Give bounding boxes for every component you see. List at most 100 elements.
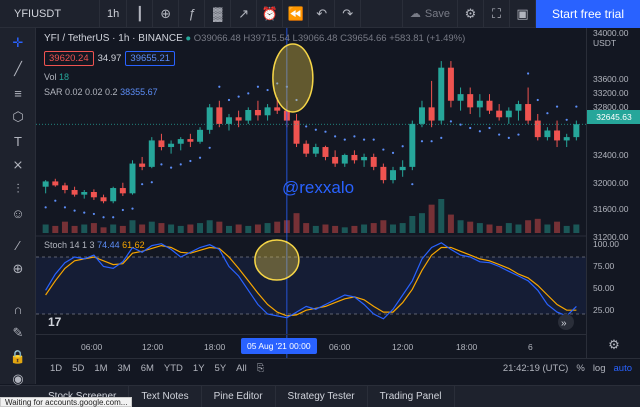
sar-dot	[459, 123, 462, 126]
sar-dot	[169, 166, 173, 169]
percent-toggle[interactable]: %	[576, 363, 585, 374]
lock-pencil-icon[interactable]: ✎	[12, 325, 24, 340]
buy-button[interactable]: 39655.21	[125, 51, 176, 66]
horizontal-lines-icon[interactable]: ≡	[14, 85, 22, 101]
ruler-icon[interactable]: ∕	[16, 237, 20, 253]
candle-body	[52, 181, 59, 186]
volume-bar	[81, 224, 88, 233]
candle-body	[110, 188, 117, 202]
layouts-icon[interactable]: ↗	[231, 0, 258, 28]
volume-bar	[168, 224, 175, 233]
time-label: 12:00	[392, 342, 414, 352]
stoch-axis-label: 50.00	[593, 283, 615, 293]
candle-style-icon[interactable]: ┃	[127, 0, 154, 28]
time-axis[interactable]: 06:00 12:00 18:00 05 Aug '21 00:00 06:00…	[36, 334, 586, 356]
tab-pine-editor[interactable]: Pine Editor	[202, 385, 276, 407]
stoch-legend: Stoch 14 1 3 74.44 61.62	[44, 240, 145, 250]
range-5d[interactable]: 5D	[72, 363, 85, 374]
range-3m[interactable]: 3M	[117, 363, 131, 374]
current-price-tag: 32645.63	[587, 110, 640, 124]
sar-dot	[160, 163, 163, 166]
tab-trading-panel[interactable]: Trading Panel	[368, 385, 455, 407]
price-axis[interactable]: USDT 34000.00 33600.00 33200.00 32800.00…	[586, 28, 640, 358]
sar-dot	[54, 199, 57, 202]
emoji-icon[interactable]: ☺	[11, 205, 25, 221]
tab-stock-screener[interactable]: Stock Screener	[0, 385, 130, 407]
candle-body	[418, 107, 425, 124]
sar-dot	[353, 135, 356, 138]
volume-bar	[351, 225, 358, 233]
range-1d[interactable]: 1D	[50, 363, 63, 374]
camera-icon[interactable]: ▣	[510, 0, 536, 28]
sar-dot	[150, 181, 153, 184]
save-button[interactable]: ☁ Save	[401, 0, 458, 28]
pattern-icon[interactable]: ⨯	[12, 157, 24, 172]
log-toggle[interactable]: log	[592, 363, 606, 374]
symbol-search[interactable]: YFIUSDT	[0, 0, 100, 28]
volume-bar	[341, 227, 348, 233]
volume-bar	[447, 214, 454, 233]
volume-bar	[225, 225, 232, 233]
candle-body	[225, 117, 232, 124]
spread-value: 34.97	[97, 53, 122, 64]
stoch-label: Stoch 14 1 3	[44, 240, 95, 250]
candle-body	[341, 154, 348, 164]
sell-button[interactable]: 39620.24	[44, 51, 94, 66]
magnet-icon[interactable]: ∩	[13, 301, 23, 317]
lock-icon[interactable]: 🔒	[9, 349, 27, 364]
volume-bar	[322, 224, 329, 233]
prediction-icon[interactable]: ⫶	[16, 181, 20, 196]
eye-icon[interactable]: ◉	[12, 371, 24, 386]
market-open-dot: ●	[185, 33, 194, 44]
replay-icon[interactable]: ⏪	[283, 0, 310, 28]
tab-strategy-tester[interactable]: Strategy Tester	[276, 385, 368, 407]
settings-gear-icon[interactable]: ⚙	[608, 337, 620, 352]
range-all[interactable]: All	[236, 363, 247, 374]
indicators-fx-icon[interactable]: ƒ	[179, 0, 206, 28]
templates-icon[interactable]: ▓	[205, 0, 232, 28]
compare-plus-icon[interactable]: ⊕	[153, 0, 180, 28]
sar-dot	[498, 133, 501, 136]
volume-bar	[380, 220, 387, 233]
range-1m[interactable]: 1M	[94, 363, 108, 374]
range-ytd[interactable]: YTD	[163, 363, 183, 374]
alert-clock-icon[interactable]: ⏰	[257, 0, 284, 28]
sar-dot	[430, 140, 433, 143]
fullscreen-icon[interactable]: ⛶	[484, 0, 510, 28]
interval-button[interactable]: 1h	[100, 0, 128, 28]
price-chart[interactable]: 17 »	[36, 28, 586, 358]
volume-bar	[42, 224, 49, 233]
start-free-trial-button[interactable]: Start free trial	[535, 0, 640, 28]
chevron-right-icon: »	[561, 318, 567, 329]
volume-bar	[274, 221, 281, 233]
clock[interactable]: 21:42:19 (UTC)	[502, 363, 569, 374]
candle-body	[351, 154, 358, 161]
range-1y[interactable]: 1Y	[192, 363, 205, 374]
stoch-axis-label: 75.00	[593, 261, 615, 271]
crosshair-icon[interactable]: ✛	[12, 35, 24, 50]
candle-body	[235, 117, 242, 121]
text-tool-icon[interactable]: T	[14, 133, 22, 149]
trendline-icon[interactable]: ╱	[14, 61, 22, 76]
candle-body	[534, 120, 541, 138]
range-6m[interactable]: 6M	[140, 363, 154, 374]
volume-bar	[563, 225, 570, 233]
sar-dot	[189, 159, 192, 163]
zoom-in-icon[interactable]: ⊕	[12, 261, 24, 276]
axis-label: 32000.00	[593, 178, 629, 188]
volume-bar	[197, 223, 204, 233]
auto-toggle[interactable]: auto	[613, 363, 633, 374]
pitchfork-icon[interactable]: ⬡	[12, 109, 24, 124]
volume-bar	[476, 223, 483, 233]
range-5y[interactable]: 5Y	[214, 363, 227, 374]
redo-icon[interactable]: ↷	[335, 0, 362, 28]
candle-body	[197, 129, 204, 142]
settings-gear-icon[interactable]: ⚙	[458, 0, 484, 28]
sar-dot	[112, 216, 115, 219]
axis-label: 31600.00	[593, 204, 629, 214]
undo-icon[interactable]: ↶	[309, 0, 336, 28]
goto-date-icon[interactable]: ⎘	[256, 363, 265, 374]
tab-text-notes[interactable]: Text Notes	[129, 385, 202, 407]
sar-dot	[92, 212, 95, 216]
symbol-title: YFI / TetherUS · 1h · BINANCE	[44, 33, 183, 44]
